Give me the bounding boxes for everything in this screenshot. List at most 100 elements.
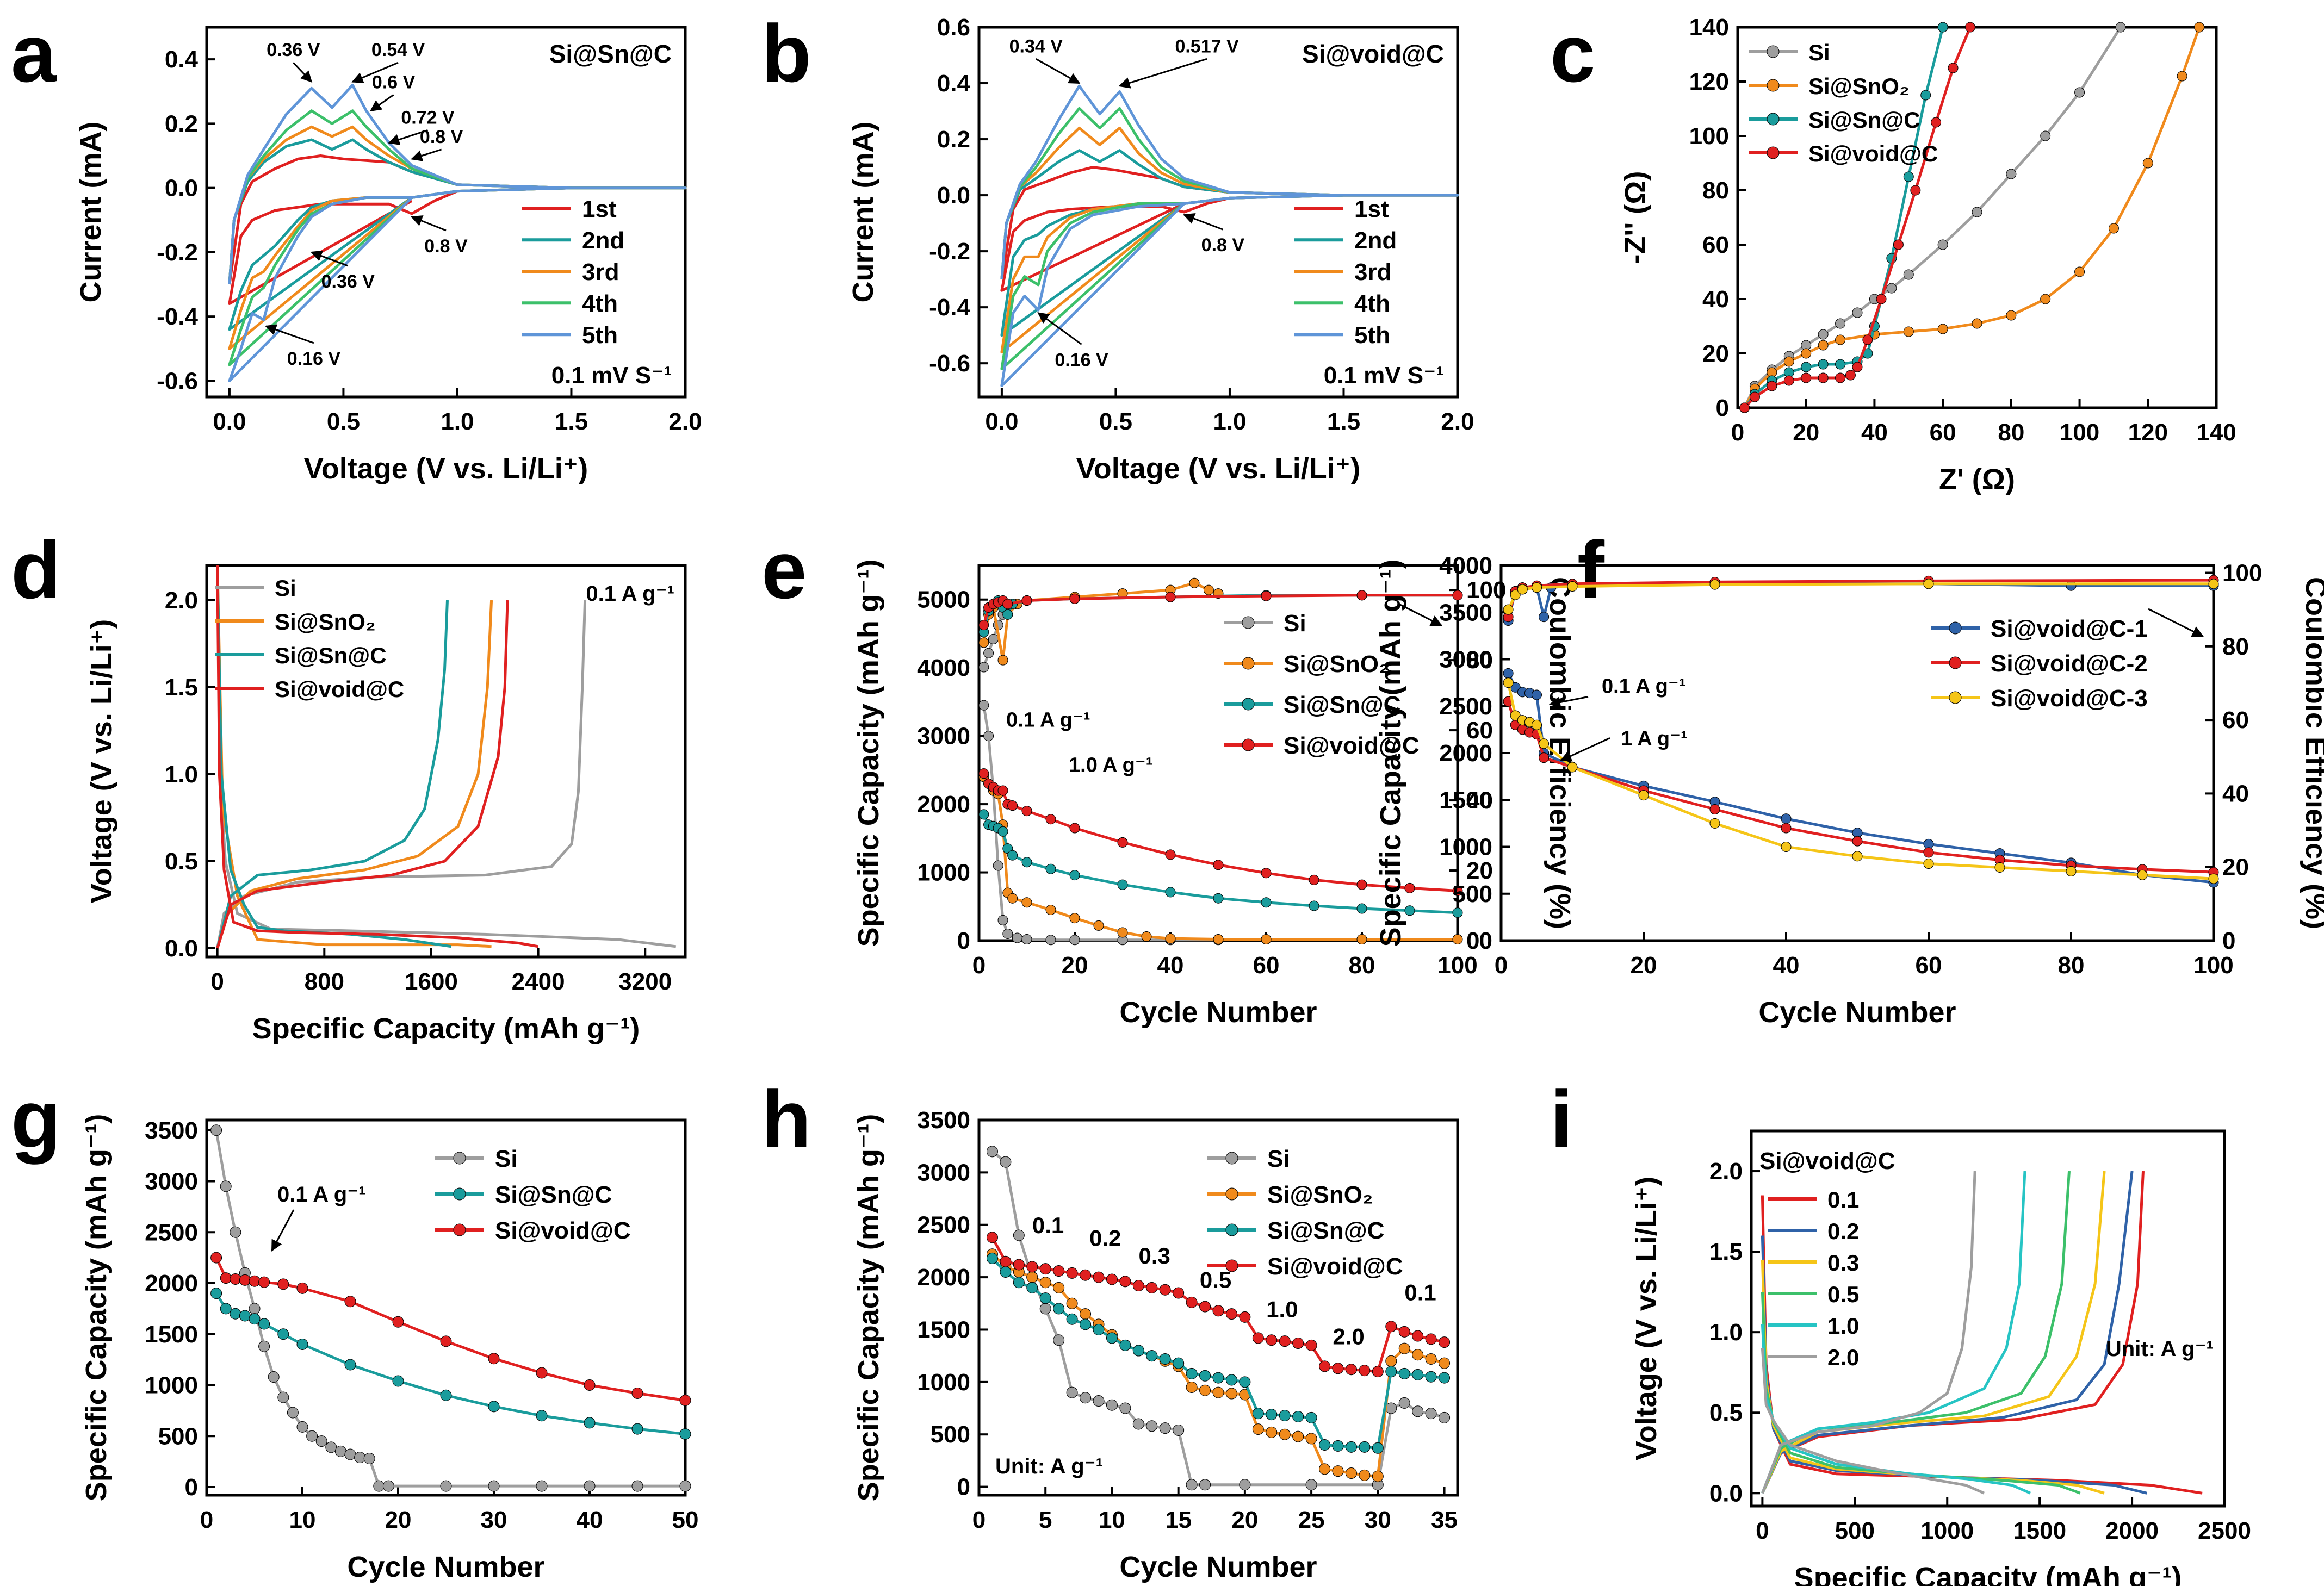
y-tick-label: 3500 bbox=[1439, 599, 1492, 626]
capacity-point bbox=[1021, 897, 1032, 908]
capacity-point bbox=[1305, 1339, 1317, 1351]
capacity-point bbox=[1117, 879, 1128, 890]
legend-label: Si@void@C bbox=[1284, 732, 1420, 759]
legend-marker bbox=[1767, 146, 1780, 159]
y-tick-label: 2000 bbox=[917, 791, 970, 818]
y-tick-label: -0.6 bbox=[157, 368, 198, 394]
peak-label: 0.16 V bbox=[287, 349, 341, 369]
capacity-point bbox=[1093, 1271, 1105, 1283]
capacity-point bbox=[1119, 1402, 1131, 1414]
y-tick-label: 40 bbox=[1702, 286, 1729, 313]
scan-rate-note: 0.1 mV S⁻¹ bbox=[551, 362, 672, 389]
capacity-point bbox=[1994, 862, 2005, 873]
y-tick-label: 0.4 bbox=[937, 70, 971, 97]
capacity-point bbox=[1332, 1363, 1344, 1374]
x-tick-label: 10 bbox=[289, 1507, 316, 1533]
x-tick-label: 2.0 bbox=[668, 408, 702, 435]
rate-label: 2.0 bbox=[1333, 1323, 1364, 1349]
capacity-point bbox=[1439, 1336, 1451, 1348]
profile-curve bbox=[216, 565, 539, 948]
capacity-point bbox=[1000, 1255, 1012, 1267]
y-tick-label: 500 bbox=[931, 1421, 970, 1448]
peak-label: 0.54 V bbox=[371, 40, 425, 60]
eis-point bbox=[1801, 372, 1812, 383]
legend-marker bbox=[1949, 656, 1962, 669]
eis-point bbox=[1783, 375, 1794, 386]
eis-point bbox=[2006, 310, 2017, 321]
legend-label: 5th bbox=[582, 322, 618, 349]
eis-point bbox=[2074, 266, 2085, 277]
panel-letter: f bbox=[1577, 524, 1605, 615]
x-axis-label: Specific Capacity (mAh g⁻¹) bbox=[252, 1012, 640, 1045]
capacity-point bbox=[584, 1480, 596, 1492]
capacity-point bbox=[1132, 1345, 1144, 1357]
y-tick-label: 1.0 bbox=[165, 761, 198, 788]
capacity-curve-Si bbox=[991, 1150, 1445, 1487]
profile-curve bbox=[1761, 1171, 1976, 1494]
capacity-point bbox=[1266, 1409, 1278, 1421]
x-tick-label: 0.0 bbox=[985, 408, 1018, 435]
capacity-point bbox=[1165, 887, 1176, 898]
capacity-point bbox=[1292, 1338, 1304, 1349]
plot-frame bbox=[977, 1118, 1459, 1497]
x-tick-label: 0 bbox=[200, 1507, 213, 1533]
x-tick-label: 60 bbox=[1253, 952, 1280, 979]
x-tick-label: 140 bbox=[2196, 419, 2236, 446]
capacity-point bbox=[631, 1480, 643, 1492]
x-tick-label: 40 bbox=[1861, 419, 1888, 446]
capacity-point bbox=[584, 1417, 596, 1429]
capacity-point bbox=[1425, 1371, 1437, 1383]
ce-point bbox=[997, 655, 1008, 666]
capacity-point bbox=[440, 1335, 452, 1347]
legend-marker bbox=[1242, 616, 1255, 629]
peak-label: 0.16 V bbox=[1055, 350, 1108, 370]
x-tick-label: 0 bbox=[1495, 952, 1508, 979]
capacity-point bbox=[220, 1272, 232, 1284]
ce-curve bbox=[1507, 582, 2214, 611]
capacity-point bbox=[1292, 1410, 1304, 1422]
capacity-point bbox=[1146, 1420, 1158, 1432]
capacity-point bbox=[1359, 1441, 1371, 1453]
ce-point bbox=[1002, 609, 1013, 620]
capacity-point bbox=[1279, 1428, 1291, 1440]
capacity-curve-Si@void@C bbox=[215, 1257, 686, 1402]
y-tick-label: 3500 bbox=[145, 1117, 198, 1144]
panel-d: d 0 800 1600 2400 3200 0.0 0.5 1.0 1.5 2.0 Specific… bbox=[11, 524, 687, 1045]
y-tick-label: 1000 bbox=[917, 860, 970, 886]
profile-curve bbox=[1761, 1324, 2031, 1495]
ce-point bbox=[1356, 590, 1367, 601]
capacity-point bbox=[1539, 752, 1550, 763]
x-tick-label: 0 bbox=[972, 952, 986, 979]
eis-point bbox=[2108, 223, 2119, 234]
x-tick-label: 2.0 bbox=[1441, 408, 1474, 435]
eis-point bbox=[1835, 334, 1846, 345]
eis-point bbox=[1852, 362, 1863, 372]
y-tick-label: -0.4 bbox=[929, 294, 970, 321]
eis-point bbox=[1931, 117, 1942, 128]
x-tick-label: 1500 bbox=[2013, 1517, 2066, 1544]
y-axis-label: Specific Capacity (mAh g⁻¹) bbox=[852, 559, 885, 947]
y-tick-label: 2000 bbox=[1439, 740, 1492, 767]
capacity-point bbox=[1532, 719, 1542, 730]
annotation-arrow bbox=[1397, 602, 1442, 626]
capacity-point bbox=[1132, 1418, 1144, 1430]
x-axis-label: Cycle Number bbox=[1119, 1551, 1317, 1583]
legend-label: Si@void@C bbox=[275, 676, 404, 702]
capacity-point bbox=[1225, 1374, 1237, 1386]
capacity-point bbox=[1309, 874, 1319, 885]
y2-tick-label: 100 bbox=[2222, 560, 2262, 587]
y-tick-label: 120 bbox=[1689, 69, 1729, 95]
y-tick-label: 2000 bbox=[917, 1264, 970, 1291]
profile-curve bbox=[1761, 1292, 2081, 1495]
capacity-point bbox=[296, 1339, 308, 1350]
capacity-point bbox=[2137, 869, 2148, 880]
capacity-point bbox=[1013, 1277, 1025, 1289]
capacity-point bbox=[1199, 1384, 1211, 1396]
ce-point bbox=[978, 620, 989, 631]
eis-point bbox=[1835, 318, 1846, 329]
scan-rate-note: 0.1 mV S⁻¹ bbox=[1324, 362, 1444, 389]
panel-letter: i bbox=[1550, 1073, 1573, 1165]
eis-point bbox=[1739, 402, 1750, 413]
y-tick-label: 2.0 bbox=[1709, 1158, 1743, 1185]
y-axis-label: Current (mA) bbox=[75, 122, 107, 303]
